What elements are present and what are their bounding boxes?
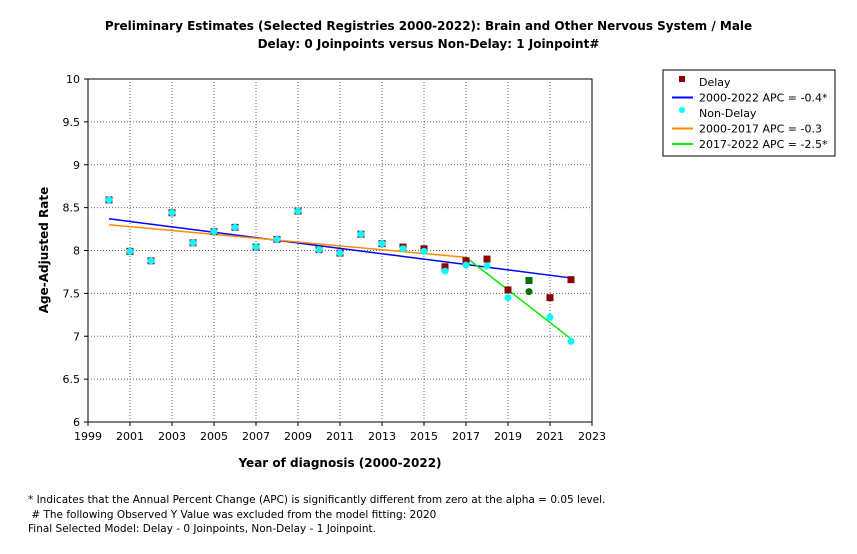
delay-point	[441, 263, 449, 271]
non-delay-point	[567, 337, 575, 345]
non-delay-point	[189, 239, 197, 247]
legend-box	[662, 69, 836, 157]
non-delay-point	[378, 240, 386, 248]
x-tick-label: 2009	[284, 430, 312, 443]
legend-circle-swatch	[679, 107, 685, 113]
non-delay-point	[273, 235, 281, 243]
delay-point	[504, 286, 512, 294]
non-delay-point	[399, 245, 407, 253]
x-tick-label: 2007	[242, 430, 270, 443]
non-delay-point	[126, 247, 134, 255]
x-tick-label: 2019	[494, 430, 522, 443]
chart-title: Preliminary Estimates (Selected Registri…	[104, 19, 753, 33]
legend-label: 2017-2022 APC = -2.5*	[699, 138, 828, 151]
chart-subtitle: Delay: 0 Joinpoints versus Non-Delay: 1 …	[257, 37, 600, 51]
delay-point	[525, 277, 533, 285]
delay-point	[483, 255, 491, 263]
delay-point	[546, 294, 554, 302]
non-delay-point	[357, 230, 365, 238]
x-tick-label: 2001	[116, 430, 144, 443]
y-tick-label: 9.5	[63, 116, 81, 129]
y-tick-label: 8	[73, 245, 80, 258]
footnote-model: Final Selected Model: Delay - 0 Joinpoin…	[28, 523, 376, 535]
legend-label: Non-Delay	[699, 107, 757, 120]
x-tick-label: 2011	[326, 430, 354, 443]
trend-line	[465, 256, 572, 340]
plot-svg: 1999 2001 2003 2005 2007 2009 2011 2013 2015 2017…	[37, 69, 836, 470]
non-delay-point	[504, 294, 512, 302]
x-tick-label: 2023	[578, 430, 606, 443]
non-delay-point	[105, 196, 113, 204]
non-delay-point	[294, 207, 302, 215]
legend-square-swatch	[679, 76, 685, 82]
non-delay-point	[441, 267, 449, 275]
non-delay-point	[462, 261, 470, 269]
x-tick-label: 2015	[410, 430, 438, 443]
y-tick-label: 6	[73, 416, 80, 429]
y-axis-label: Age-Adjusted Rate	[37, 187, 51, 314]
non-delay-point	[231, 223, 239, 231]
y-tick-label: 8.5	[63, 202, 81, 215]
trend-line	[108, 224, 467, 259]
non-delay-point	[546, 313, 554, 321]
x-tick-label: 2013	[368, 430, 396, 443]
non-delay-point	[210, 228, 218, 236]
y-tick-label: 7	[73, 330, 80, 343]
footnote-excluded: # The following Observed Y Value was exc…	[28, 509, 437, 521]
legend-label: 2000-2022 APC = -0.4*	[699, 92, 828, 105]
non-delay-point	[168, 209, 176, 217]
y-tick-label: 10	[66, 73, 80, 86]
x-tick-label: 2005	[200, 430, 228, 443]
non-delay-point	[315, 246, 323, 254]
legend-label: Delay	[699, 76, 731, 89]
trend-line	[108, 218, 572, 279]
x-tick-label: 2017	[452, 430, 480, 443]
x-tick-label: 2003	[158, 430, 186, 443]
non-delay-point	[525, 288, 533, 296]
non-delay-point	[483, 262, 491, 270]
y-tick-label: 6.5	[63, 373, 81, 386]
legend-label: 2000-2017 APC = -0.3	[699, 123, 822, 136]
delay-point	[462, 257, 470, 265]
non-delay-point	[252, 243, 260, 251]
x-tick-label: 2021	[536, 430, 564, 443]
delay-point	[567, 276, 575, 284]
y-tick-label: 7.5	[63, 287, 81, 300]
x-axis-label: Year of diagnosis (2000-2022)	[237, 456, 441, 470]
non-delay-point	[420, 247, 428, 255]
y-tick-label: 9	[73, 159, 80, 172]
non-delay-point	[147, 257, 155, 265]
footnote-significance: * Indicates that the Annual Percent Chan…	[28, 494, 606, 506]
non-delay-point	[336, 249, 344, 257]
x-tick-label: 1999	[74, 430, 102, 443]
